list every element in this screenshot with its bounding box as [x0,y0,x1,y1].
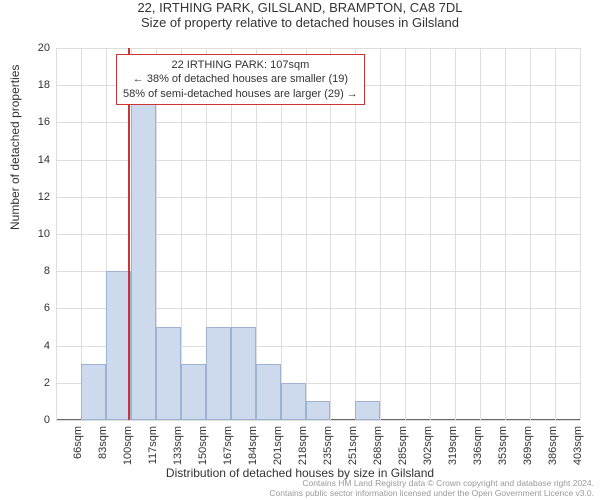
page-title: 22, IRTHING PARK, GILSLAND, BRAMPTON, CA… [0,0,600,15]
annotation-box: 22 IRTHING PARK: 107sqm ← 38% of detache… [116,54,365,105]
ytick-label: 4 [20,340,50,352]
vgridline [555,48,556,420]
page-subtitle: Size of property relative to detached ho… [0,15,600,30]
annotation-line-2: ← 38% of detached houses are smaller (19… [123,72,358,86]
ytick-label: 14 [20,154,50,166]
chart-plot-area: 0246810121416182066sqm83sqm100sqm117sqm1… [56,48,580,420]
vgridline [480,48,481,420]
ytick-label: 10 [20,228,50,240]
annotation-line-3: 58% of semi-detached houses are larger (… [123,87,358,101]
vgridline [580,48,581,420]
histogram-bar [231,327,256,420]
ytick-label: 2 [20,377,50,389]
footer-attribution: Contains HM Land Registry data © Crown c… [269,478,594,498]
hgridline [56,48,580,49]
vgridline [455,48,456,420]
vgridline [505,48,506,420]
ytick-label: 8 [20,265,50,277]
vgridline [56,48,57,420]
histogram-bar [355,401,380,420]
ytick-label: 20 [20,42,50,54]
footer-line-1: Contains HM Land Registry data © Crown c… [269,478,594,488]
ytick-label: 12 [20,191,50,203]
histogram-bar [81,364,106,420]
hgridline [56,420,580,421]
histogram-bar [131,67,156,420]
histogram-bar [306,401,331,420]
histogram-bar [281,383,306,420]
ytick-label: 16 [20,116,50,128]
histogram-bar [256,364,281,420]
annotation-line-1: 22 IRTHING PARK: 107sqm [123,58,358,72]
histogram-bar [156,327,181,420]
vgridline [430,48,431,420]
vgridline [530,48,531,420]
ytick-label: 18 [20,79,50,91]
ytick-label: 6 [20,302,50,314]
vgridline [380,48,381,420]
vgridline [405,48,406,420]
histogram-bar [206,327,231,420]
footer-line-2: Contains public sector information licen… [269,488,594,498]
ytick-label: 0 [20,414,50,426]
histogram-bar [181,364,206,420]
